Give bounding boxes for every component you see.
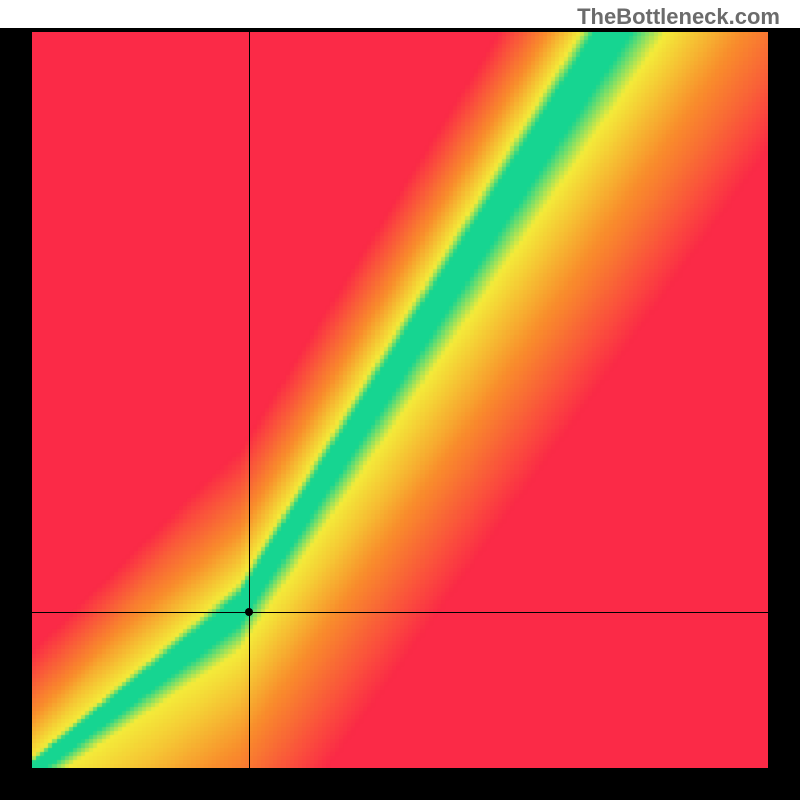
crosshair-horizontal: [32, 612, 768, 613]
watermark-text: TheBottleneck.com: [577, 4, 780, 30]
crosshair-vertical: [249, 32, 250, 768]
chart-outer-frame: [0, 28, 800, 800]
heatmap-canvas: [32, 32, 768, 768]
heatmap-plot-area: [32, 32, 768, 768]
crosshair-marker: [245, 608, 253, 616]
